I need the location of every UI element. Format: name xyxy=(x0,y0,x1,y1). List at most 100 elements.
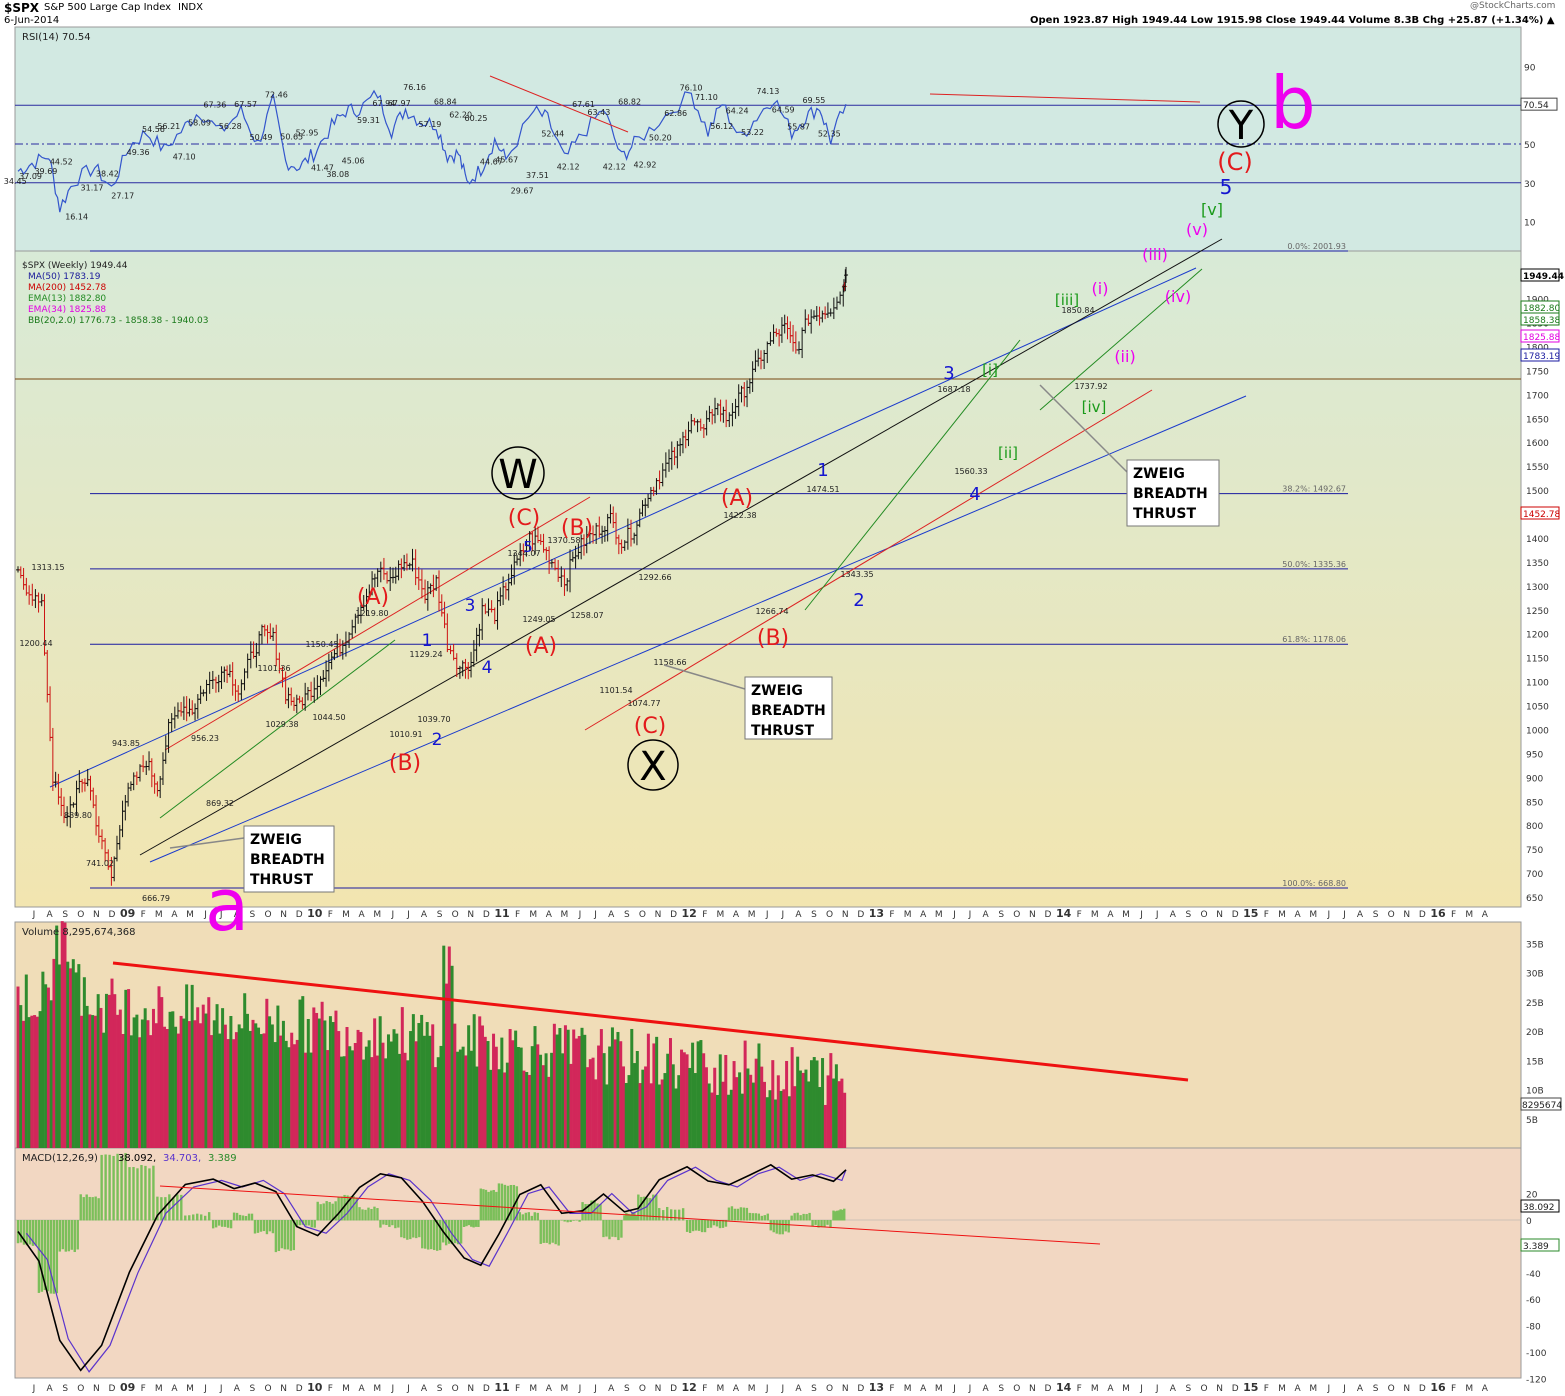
macd-histogram-bar xyxy=(715,1220,719,1227)
rsi-value-label: 58.09 xyxy=(188,118,211,127)
volume-bar xyxy=(221,1008,225,1148)
macd-histogram-bar xyxy=(453,1220,457,1244)
macd-histogram-bar xyxy=(492,1189,495,1221)
macd-histogram-bar xyxy=(834,1211,837,1221)
volume-bar xyxy=(489,1069,493,1148)
macd-histogram-bar xyxy=(554,1220,557,1245)
volume-bar xyxy=(69,968,73,1148)
volume-bar xyxy=(511,1040,515,1148)
macd-histogram-bar xyxy=(67,1220,70,1252)
time-tick-label: N xyxy=(93,910,100,920)
volume-bar xyxy=(60,921,64,1148)
volume-bar xyxy=(257,1027,261,1148)
volume-bar xyxy=(445,983,449,1148)
price-y-tick: 1700 xyxy=(1526,391,1549,401)
price-value-label: 869.32 xyxy=(206,799,234,808)
macd-histogram-bar xyxy=(64,1220,67,1252)
macd-histogram-bar xyxy=(666,1206,669,1221)
volume-bar xyxy=(52,958,56,1148)
price-y-tick: 1400 xyxy=(1526,535,1549,545)
volume-bar xyxy=(41,971,45,1148)
volume-bar xyxy=(268,1016,272,1148)
macd-histogram-bar xyxy=(596,1203,599,1221)
volume-bar xyxy=(384,1058,388,1148)
volume-bar xyxy=(450,965,454,1148)
time-tick-label: J xyxy=(219,1384,223,1394)
macd-histogram-bar xyxy=(229,1220,233,1229)
macd-histogram-bar xyxy=(373,1206,376,1221)
price-value-label: 1101.54 xyxy=(599,686,632,695)
time-tick-label: N xyxy=(842,910,849,920)
macd-histogram-bar xyxy=(685,1220,689,1232)
price-y-tick: 800 xyxy=(1526,822,1543,832)
time-tick-label: F xyxy=(702,1384,707,1394)
rsi-value-label: 42.12 xyxy=(557,162,580,171)
rsi-value-label: 56.28 xyxy=(219,122,242,131)
macd-histogram-bar xyxy=(253,1220,257,1234)
macd-histogram-bar xyxy=(536,1212,539,1221)
time-tick-label: N xyxy=(467,1384,474,1394)
time-tick-label: M xyxy=(904,1384,912,1394)
macd-histogram-bar xyxy=(563,1220,566,1222)
macd-histogram-bar xyxy=(271,1220,275,1234)
volume-bar xyxy=(680,1049,684,1148)
macd-histogram-bar xyxy=(196,1213,199,1221)
volume-bar xyxy=(674,1088,678,1148)
rsi-value-label: 34.45 xyxy=(4,177,27,186)
zweig-callout-text: ZWEIG xyxy=(751,683,803,699)
macd-histogram-bar xyxy=(817,1220,820,1228)
time-tick-label: M xyxy=(1122,1384,1130,1394)
macd-histogram-bar xyxy=(727,1207,731,1221)
time-tick-label: 12 xyxy=(682,907,697,920)
price-value-label: 1039.70 xyxy=(417,715,450,724)
macd-histogram-bar xyxy=(180,1194,183,1221)
volume-bar xyxy=(187,1021,191,1148)
macd-legend-hist: 3.389 xyxy=(208,1153,237,1164)
time-tick-label: S xyxy=(1186,910,1192,920)
fib-level-label: 38.2%: 1492.67 xyxy=(1282,485,1346,494)
macd-histogram-bar xyxy=(575,1219,578,1221)
time-tick-label: M xyxy=(1309,1384,1317,1394)
wave-label-n5: 5 xyxy=(1220,175,1233,199)
wave-label-i_m: (i) xyxy=(1092,279,1109,298)
volume-bar xyxy=(821,1058,825,1148)
time-tick-label: J xyxy=(1326,910,1330,920)
macd-y-tick: 20 xyxy=(1526,1191,1538,1201)
macd-histogram-bar xyxy=(524,1212,528,1221)
time-tick-label: O xyxy=(264,910,271,920)
volume-bar xyxy=(425,1022,429,1148)
volume-bar xyxy=(572,1029,576,1148)
time-tick-label: N xyxy=(1029,910,1036,920)
volume-bar xyxy=(536,1044,540,1148)
macd-right-label: 3.389 xyxy=(1523,1242,1549,1252)
volume-bar xyxy=(597,1045,601,1148)
volume-bar xyxy=(110,978,114,1148)
time-tick-label: S xyxy=(250,910,256,920)
time-tick-label: F xyxy=(1077,910,1082,920)
macd-histogram-bar xyxy=(503,1184,507,1221)
price-y-tick: 1200 xyxy=(1526,631,1549,641)
macd-histogram-bar xyxy=(192,1214,195,1221)
macd-histogram-bar xyxy=(688,1220,692,1233)
time-tick-label: D xyxy=(670,1384,677,1394)
volume-bar xyxy=(218,1033,222,1148)
volume-bar xyxy=(735,1077,739,1148)
volume-bar xyxy=(826,1075,830,1148)
volume-bar xyxy=(624,1083,628,1148)
macd-histogram-bar xyxy=(839,1209,842,1221)
volume-bar xyxy=(652,1043,656,1148)
volume-bar xyxy=(19,1005,23,1148)
macd-histogram-bar xyxy=(627,1213,630,1221)
time-tick-label: D xyxy=(1232,1384,1239,1394)
time-tick-label: A xyxy=(795,1384,802,1394)
volume-bar xyxy=(621,1066,625,1148)
macd-histogram-bar xyxy=(569,1220,572,1222)
volume-bar xyxy=(353,1043,357,1148)
macd-histogram-bar xyxy=(658,1208,661,1221)
wave-circle-X xyxy=(627,739,679,791)
rsi-value-label: 44.52 xyxy=(50,158,73,167)
volume-bar xyxy=(638,1083,642,1148)
macd-histogram-bar xyxy=(709,1220,713,1228)
price-legend-bb: BB(20,2.0) 1776.73 - 1858.38 - 1940.03 xyxy=(28,316,208,326)
macd-histogram-bar xyxy=(19,1220,23,1243)
